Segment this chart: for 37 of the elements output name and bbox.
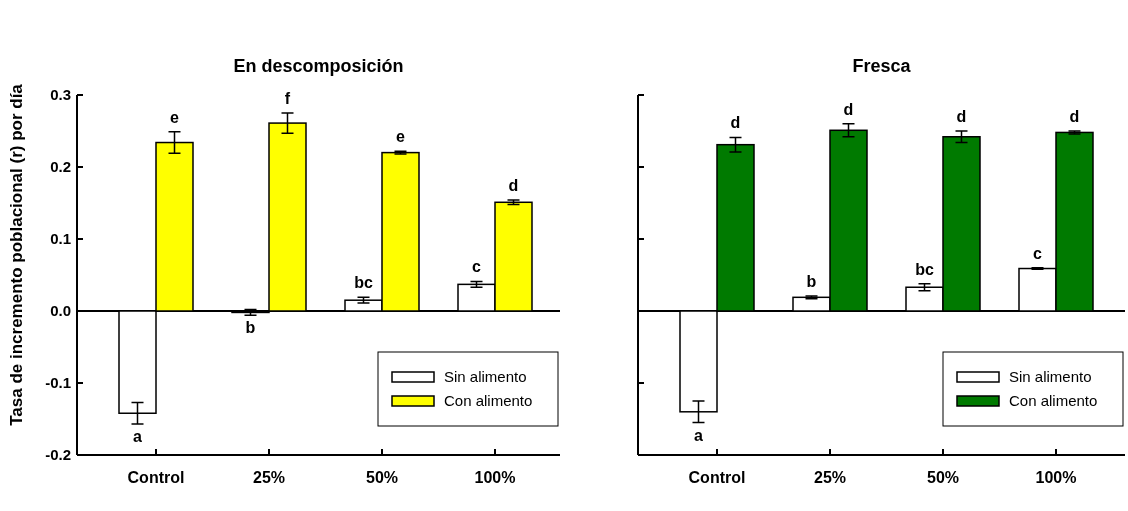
legend-label: Sin alimento [1009, 368, 1092, 386]
chart-title: Fresca [852, 56, 912, 76]
chart-title: En descomposición [233, 56, 404, 76]
legend-label: Con alimento [1009, 392, 1098, 410]
x-tick-label: 100% [474, 469, 516, 486]
data-label: bc [354, 274, 373, 292]
legend-label: Con alimento [444, 392, 533, 410]
x-tick-label: Control [688, 469, 746, 486]
data-label: f [284, 90, 291, 107]
y-tick-label: 0.3 [50, 86, 71, 104]
x-tick-label: 100% [1035, 469, 1077, 486]
data-label: d [730, 114, 741, 132]
data-label: bc [915, 260, 934, 278]
x-tick-label: 50% [365, 469, 399, 486]
data-label: d [956, 108, 967, 125]
x-tick-label: Control [127, 469, 185, 486]
y-tick-label: 0.0 [50, 302, 71, 320]
x-tick-label: 25% [813, 469, 847, 486]
data-label: b [806, 272, 817, 290]
data-label: d [843, 100, 854, 118]
y-tick-label: -0.1 [45, 374, 71, 392]
y-tick-label: -0.2 [45, 446, 71, 464]
data-label: e [396, 128, 406, 146]
data-label: e [170, 108, 180, 126]
data-label: a [133, 428, 143, 446]
data-label: d [508, 177, 519, 195]
legend-label: Sin alimento [444, 368, 527, 386]
y-tick-label: 0.2 [50, 158, 71, 176]
data-label: c [1033, 244, 1043, 262]
x-tick-label: 25% [252, 469, 286, 486]
x-tick-label: 50% [926, 469, 960, 486]
y-tick-label: 0.1 [50, 230, 71, 248]
y-axis-title: Tasa de incremento poblacional (r) por día [7, 83, 26, 426]
data-label: c [472, 258, 482, 276]
data-label: d [1069, 108, 1080, 125]
data-label: b [245, 319, 256, 337]
data-label: a [694, 426, 704, 444]
